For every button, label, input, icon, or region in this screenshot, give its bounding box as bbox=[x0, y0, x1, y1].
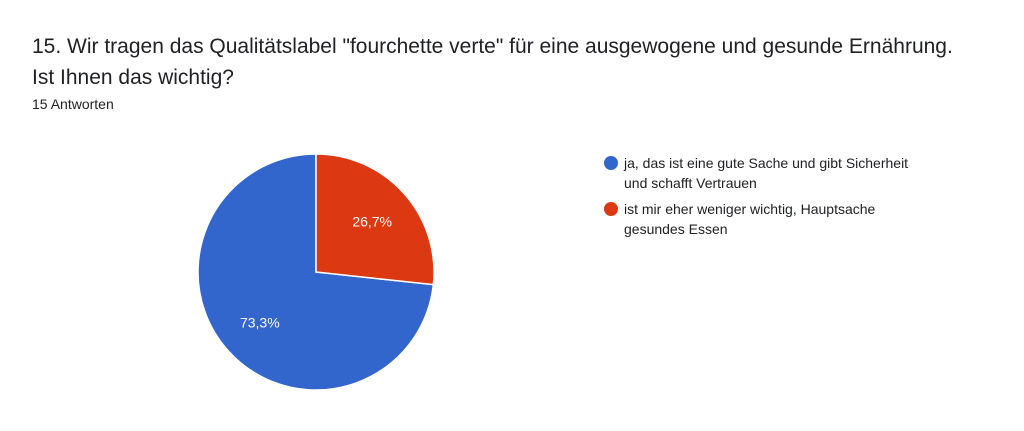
pie-slice-1[interactable] bbox=[315, 153, 435, 286]
legend-marker bbox=[604, 202, 618, 216]
question-title-line1: 15. Wir tragen das Qualitätslabel "fourc… bbox=[32, 35, 953, 58]
pie-slice-label-1: 26,7% bbox=[352, 214, 392, 230]
legend-label: ist mir eher weniger wichtig, Hauptsache… bbox=[624, 201, 876, 237]
pie-slice-label-0: 73,3% bbox=[240, 314, 280, 330]
legend-item-ja[interactable]: ja, das ist eine gute Sache und gibt Sic… bbox=[604, 153, 934, 193]
legend-label: ja, das ist eine gute Sache und gibt Sic… bbox=[624, 155, 909, 191]
question-title: 15. Wir tragen das Qualitätslabel "fourc… bbox=[32, 31, 992, 93]
question-title-line2: Ist Ihnen das wichtig? bbox=[32, 66, 234, 89]
legend-item-weniger-wichtig[interactable]: ist mir eher weniger wichtig, Hauptsache… bbox=[604, 199, 934, 239]
chart-legend: ja, das ist eine gute Sache und gibt Sic… bbox=[604, 153, 934, 245]
response-count: 15 Antworten bbox=[32, 96, 114, 112]
legend-marker bbox=[604, 156, 618, 170]
